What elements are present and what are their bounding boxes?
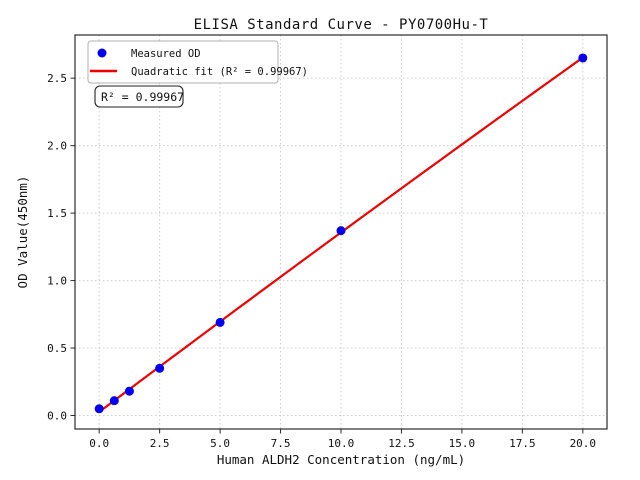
x-tick-label: 2.5 (150, 437, 170, 450)
x-tick-label: 7.5 (271, 437, 291, 450)
data-point (124, 386, 134, 396)
x-tick-label: 10.0 (328, 437, 355, 450)
y-tick-label: 0.5 (47, 342, 67, 355)
x-tick-label: 12.5 (388, 437, 415, 450)
x-tick-label: 20.0 (570, 437, 597, 450)
y-tick-label: 0.0 (47, 410, 67, 423)
legend-label-quadratic-fit: Quadratic fit (R² = 0.99967) (131, 66, 308, 78)
x-tick-label: 15.0 (449, 437, 476, 450)
r-squared-annotation-text: R² = 0.99967 (101, 90, 184, 104)
x-tick-label: 17.5 (509, 437, 536, 450)
r-squared-annotation: R² = 0.99967 (94, 85, 184, 108)
legend-label-measured-od: Measured OD (131, 48, 201, 60)
data-point (109, 396, 119, 406)
x-tick-label: 0.0 (89, 437, 109, 450)
y-tick-label: 1.5 (47, 207, 67, 220)
data-series (94, 53, 588, 414)
x-axis-label: Human ALDH2 Concentration (ng/mL) (217, 452, 465, 467)
y-tick-label: 2.0 (47, 140, 67, 153)
legend: Measured OD Quadratic fit (R² = 0.99967) (87, 40, 308, 84)
data-point (336, 226, 346, 236)
axis-ticks: 0.0 2.5 5.0 7.5 10.0 12.5 15.0 17.5 20.0 0.0 0.5 1.… (47, 72, 596, 450)
y-tick-label: 1.0 (47, 275, 67, 288)
x-tick-label: 5.0 (210, 437, 230, 450)
data-point (215, 317, 225, 327)
y-tick-label: 2.5 (47, 72, 67, 85)
data-point (155, 363, 165, 373)
r-squared-annotation-box (94, 85, 184, 108)
legend-box (87, 40, 279, 84)
legend-marker-measured-od-icon (97, 48, 107, 58)
chart-title: ELISA Standard Curve - PY0700Hu-T (194, 17, 489, 33)
data-point (578, 53, 588, 63)
y-axis-label: OD Value(450nm) (15, 176, 30, 289)
data-point (94, 404, 104, 414)
